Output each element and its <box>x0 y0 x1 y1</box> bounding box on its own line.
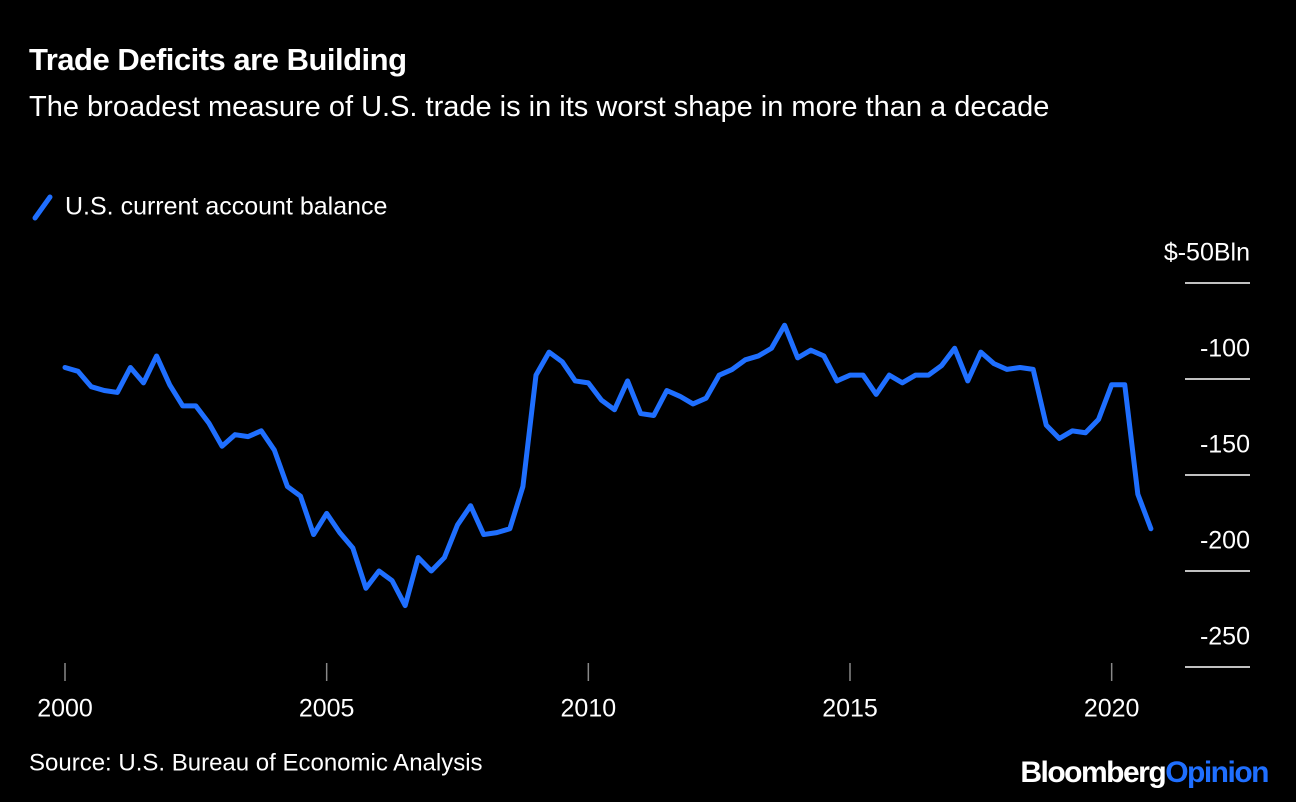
legend-label: U.S. current account balance <box>65 193 387 221</box>
y-tick-label: -250 <box>1200 623 1250 651</box>
branding-main: Bloomberg <box>1020 756 1165 789</box>
legend-swatch <box>32 194 53 221</box>
y-tick-label: -100 <box>1200 335 1250 363</box>
source: Source: U.S. Bureau of Economic Analysis <box>29 749 483 776</box>
chart-title: Trade Deficits are Building <box>29 42 407 77</box>
data-line <box>62 322 1154 609</box>
branding: BloombergOpinion <box>1020 756 1268 789</box>
x-tick-label: 2010 <box>561 695 617 723</box>
x-tick-label: 2015 <box>822 695 878 723</box>
y-tick-label: -150 <box>1200 431 1250 459</box>
x-tick-label: 2000 <box>37 695 93 723</box>
y-tick-label: $-50Bln <box>1164 239 1250 267</box>
x-tick-label: 2005 <box>299 695 355 723</box>
branding-accent: Opinion <box>1165 756 1268 789</box>
y-tick-label: -200 <box>1200 527 1250 555</box>
chart-subtitle: The broadest measure of U.S. trade is in… <box>29 91 1050 123</box>
x-tick-label: 2020 <box>1084 695 1140 723</box>
